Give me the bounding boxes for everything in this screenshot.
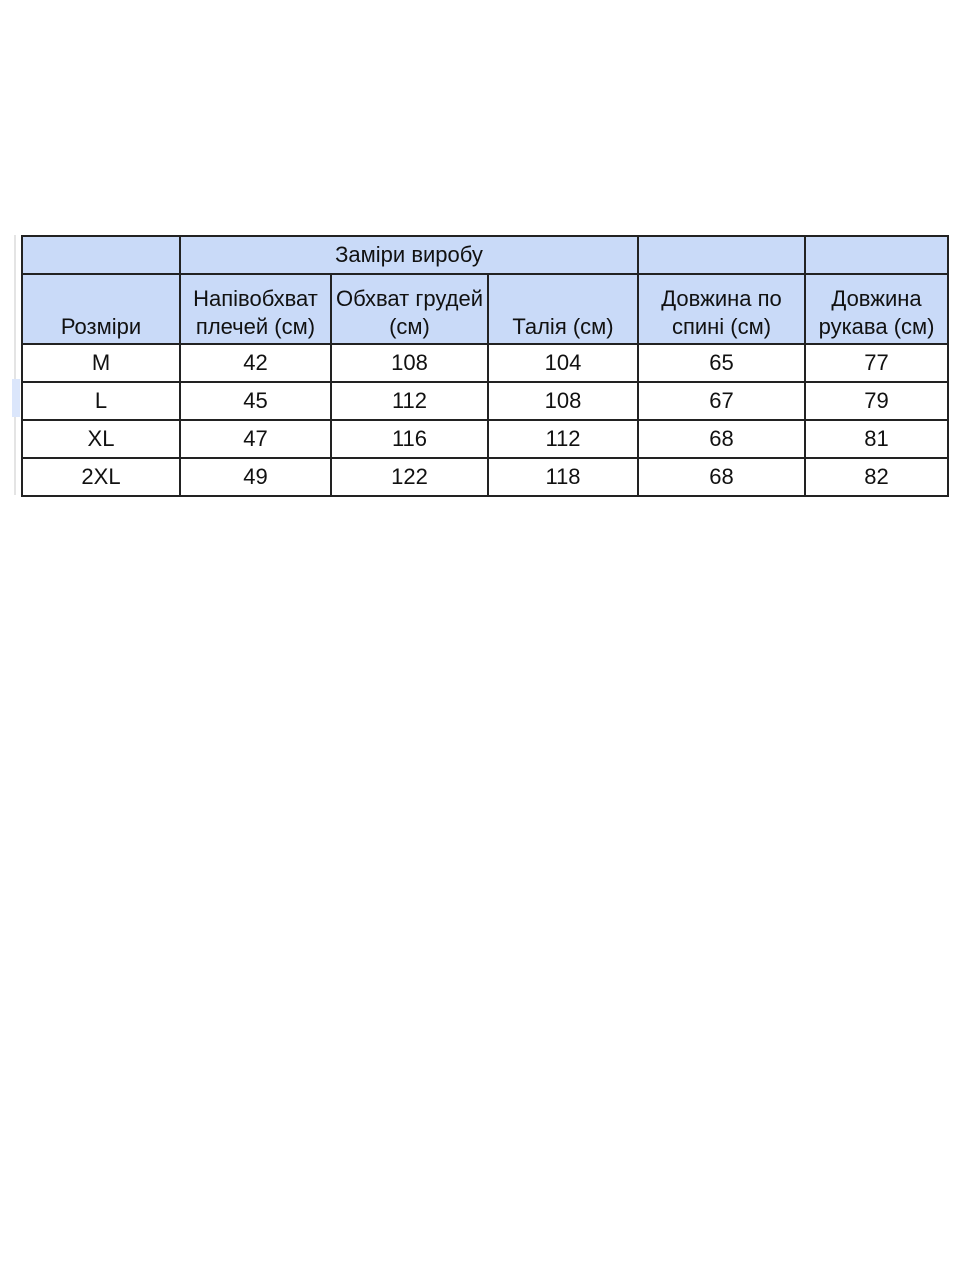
table-cell: 108 [486, 381, 640, 421]
table-cell: 79 [804, 381, 950, 421]
table-cell: 67 [637, 381, 807, 421]
group-header-row: Заміри виробу [21, 235, 950, 275]
size-chart-table: Заміри виробу Розміри Напівобхват плечей… [21, 235, 950, 497]
table-cell: 82 [804, 457, 950, 497]
table-cell: 81 [804, 419, 950, 459]
table-cell: 77 [804, 343, 950, 383]
table-cell: 47 [179, 419, 332, 459]
table-row: M 42 108 104 65 77 [21, 343, 950, 383]
column-header-waist: Талія (см) [486, 273, 640, 345]
table-cell: 122 [330, 457, 489, 497]
column-header-back-length: Довжина по спині (см) [637, 273, 807, 345]
column-header-chest: Обхват грудей (см) [330, 273, 489, 345]
table-cell: 49 [179, 457, 332, 497]
table-cell: 42 [179, 343, 332, 383]
table-cell: 112 [330, 381, 489, 421]
table-cell: 112 [486, 419, 640, 459]
column-header-sleeve-length: Довжина рукава (см) [804, 273, 950, 345]
size-cell: 2XL [21, 457, 181, 497]
table-cell: 68 [637, 419, 807, 459]
table-cell: 45 [179, 381, 332, 421]
table-cell: 116 [330, 419, 489, 459]
table-row: 2XL 49 122 118 68 82 [21, 457, 950, 497]
header-cell-empty [804, 235, 950, 275]
column-header-shoulders: Напівобхват плечей (см) [179, 273, 332, 345]
size-cell: L [21, 381, 181, 421]
table-cell: 118 [486, 457, 640, 497]
gridline [14, 235, 16, 495]
column-header-size: Розміри [21, 273, 181, 345]
header-cell-empty [637, 235, 807, 275]
row-selection-marker [12, 379, 20, 417]
table-row: XL 47 116 112 68 81 [21, 419, 950, 459]
table-row: L 45 112 108 67 79 [21, 381, 950, 421]
header-cell-empty [21, 235, 181, 275]
table-cell: 108 [330, 343, 489, 383]
group-header: Заміри виробу [178, 235, 640, 275]
table-cell: 68 [637, 457, 807, 497]
column-header-row: Розміри Напівобхват плечей (см) Обхват г… [21, 273, 950, 345]
size-cell: M [21, 343, 181, 383]
table-cell: 104 [486, 343, 640, 383]
size-cell: XL [21, 419, 181, 459]
table-cell: 65 [637, 343, 807, 383]
